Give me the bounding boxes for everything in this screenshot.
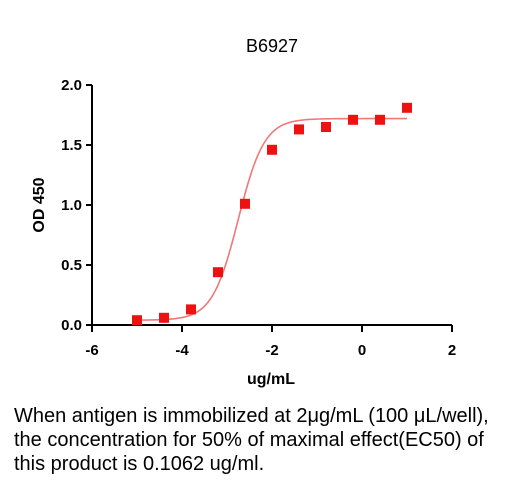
x-tick-label: 2 <box>448 342 456 359</box>
x-tick-label: -6 <box>85 342 98 359</box>
data-points <box>132 102 412 326</box>
data-point <box>375 114 385 125</box>
data-point <box>159 312 169 323</box>
dose-response-chart: B6927 OD 450 ug/mL 0.0 0.5 1.0 1.5 2.0 -6 -4 -2… <box>31 36 456 388</box>
data-point <box>402 102 412 113</box>
y-tick-label: 2.0 <box>61 77 82 94</box>
fit-curve <box>136 117 407 321</box>
x-tick-label: -4 <box>175 342 189 359</box>
data-point <box>267 144 277 155</box>
data-point <box>294 124 304 135</box>
data-point <box>321 122 331 132</box>
x-axis-title: ug/mL <box>247 371 295 388</box>
y-tick-label: 0.0 <box>61 317 82 334</box>
data-point <box>213 267 223 278</box>
data-point <box>186 304 196 315</box>
x-tick-label: -2 <box>265 342 278 359</box>
caption-text: When antigen is immobilized at 2μg/mL (1… <box>14 405 489 475</box>
data-point <box>240 198 250 209</box>
chart-title: B6927 <box>246 36 298 56</box>
y-axis-title: OD 450 <box>31 177 48 232</box>
fit-curve-layer <box>136 117 407 321</box>
axes: 0.0 0.5 1.0 1.5 2.0 -6 -4 -2 0 2 <box>61 77 456 359</box>
data-point <box>348 114 358 125</box>
y-tick-label: 0.5 <box>61 257 82 274</box>
data-point <box>132 315 142 326</box>
x-tick-label: 0 <box>358 342 366 359</box>
y-tick-label: 1.0 <box>61 197 82 214</box>
y-tick-label: 1.5 <box>61 137 82 154</box>
